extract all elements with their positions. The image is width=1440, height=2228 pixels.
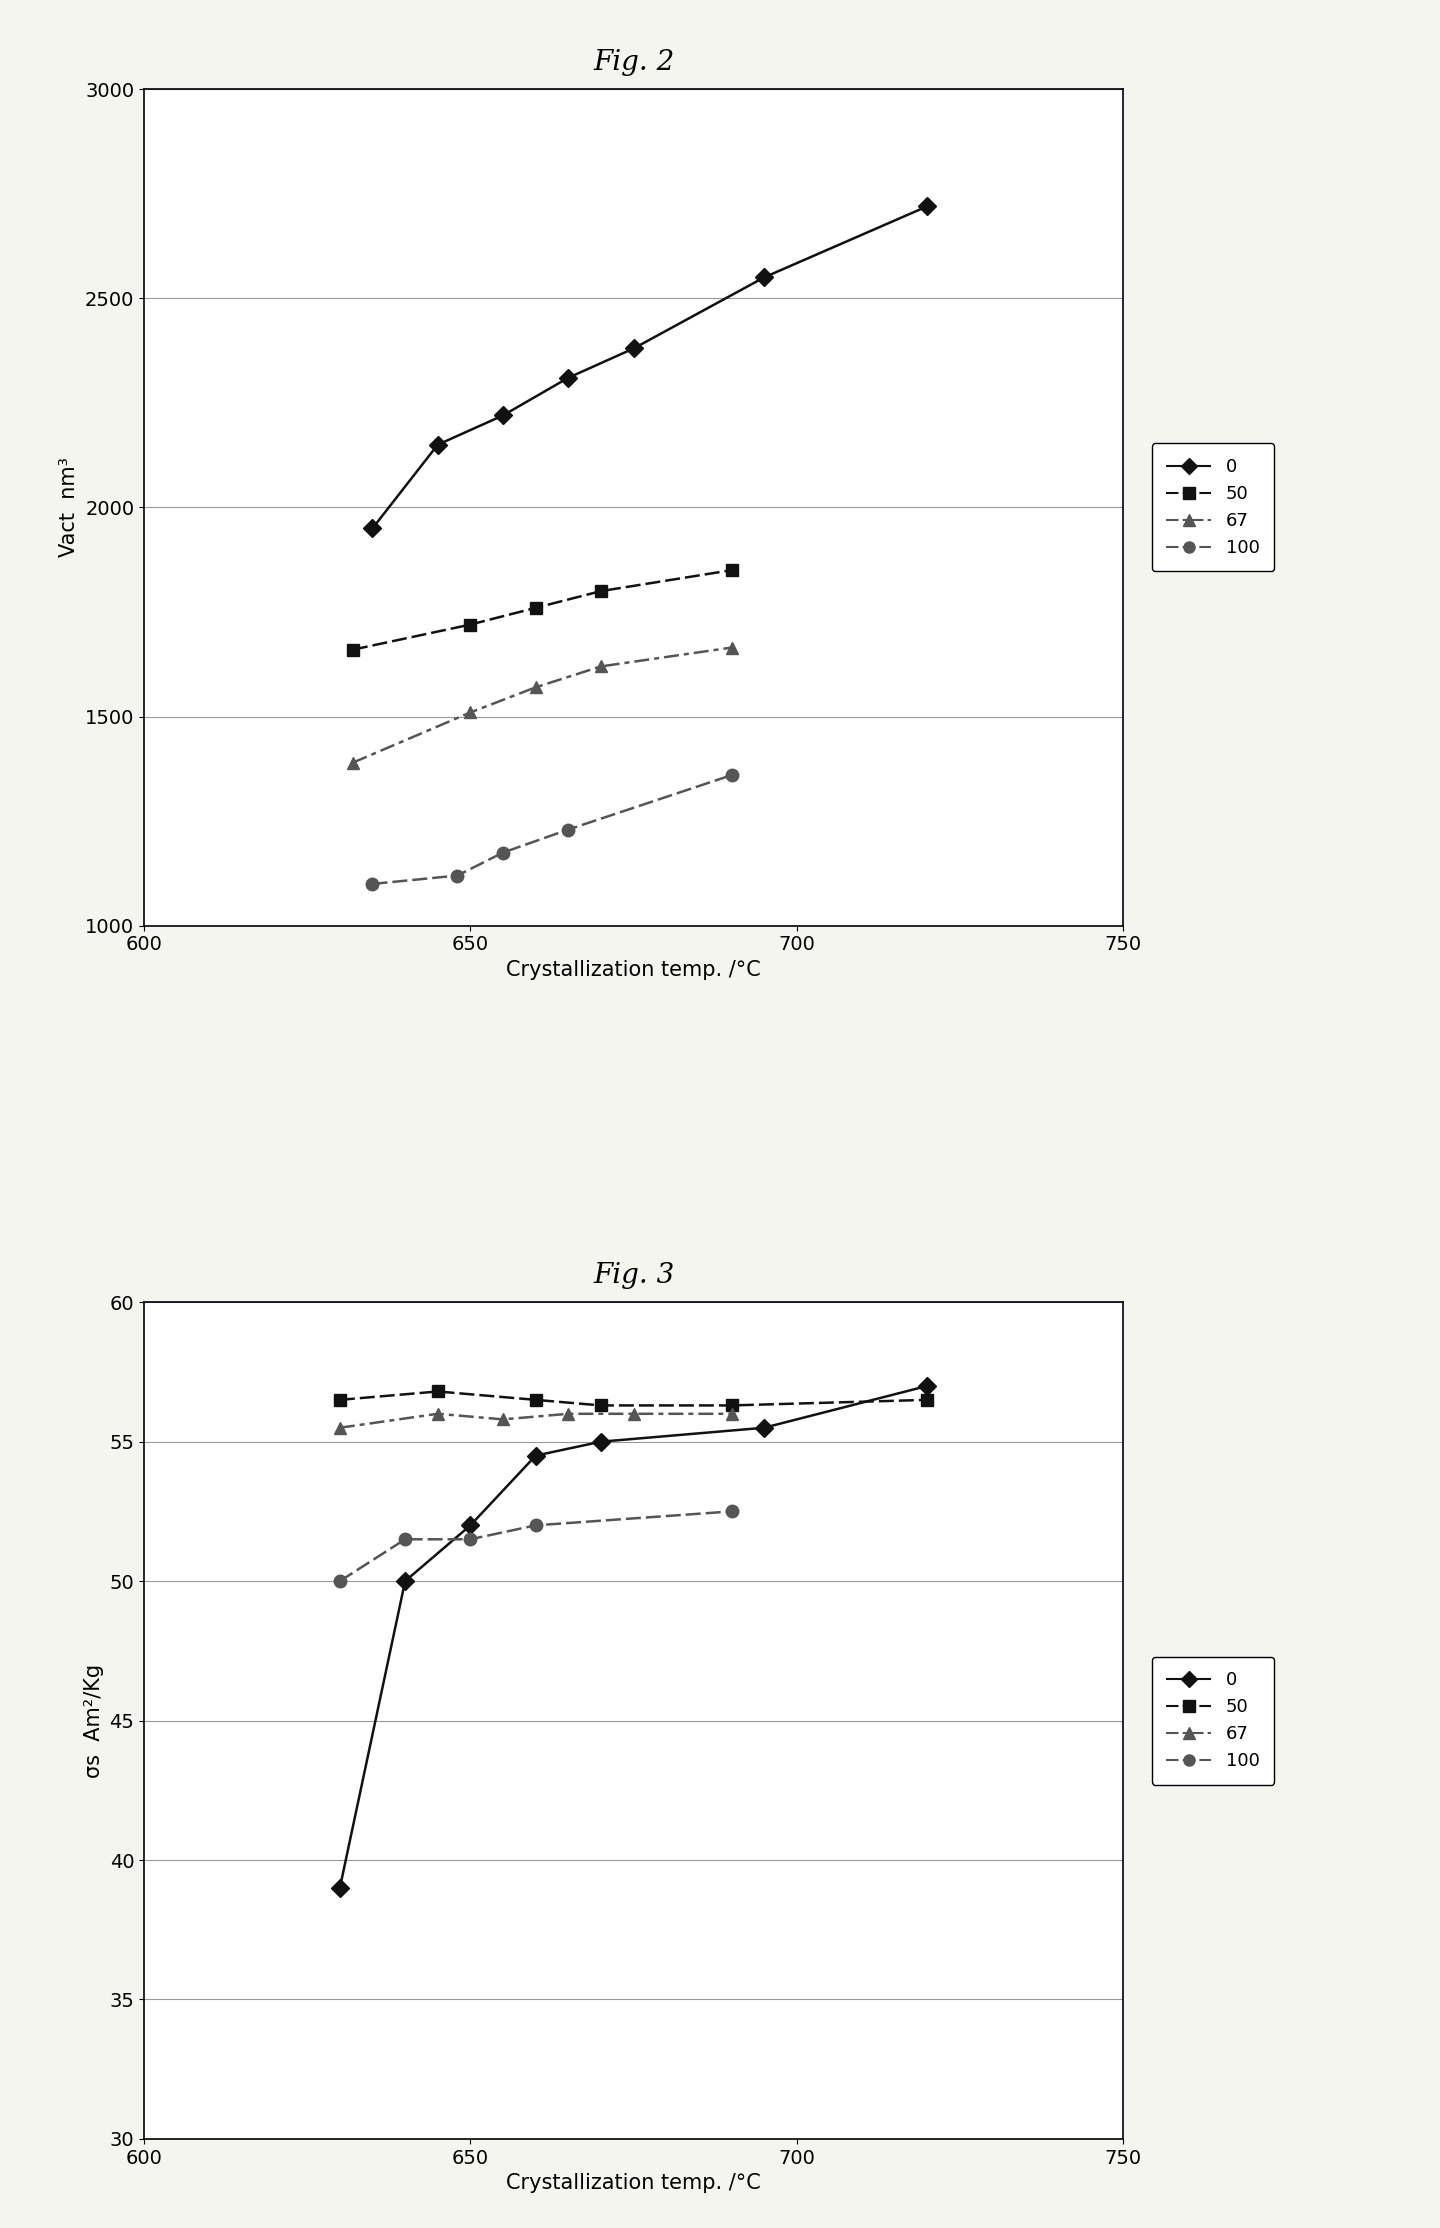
100 [396,1526,413,1553]
67 [723,1401,740,1428]
50 [344,637,361,664]
0 [494,401,511,428]
50 [723,1392,740,1419]
100 [527,1513,544,1540]
50 [527,595,544,622]
0 [756,1415,773,1442]
50 [723,557,740,584]
0 [396,1569,413,1595]
50 [592,1392,609,1419]
67 [625,1401,642,1428]
X-axis label: Crystallization temp. /°C: Crystallization temp. /°C [507,2172,760,2192]
67 [494,1406,511,1433]
100 [723,762,740,789]
Title: Fig. 2: Fig. 2 [593,49,674,76]
67 [527,673,544,700]
100 [331,1569,348,1595]
50 [331,1386,348,1413]
0 [560,365,577,392]
67 [723,635,740,662]
Line: 67: 67 [347,642,737,769]
0 [756,263,773,290]
Line: 100: 100 [366,769,737,891]
0 [331,1874,348,1900]
50 [429,1379,446,1406]
Y-axis label: σs  Am²/Kg: σs Am²/Kg [84,1664,104,1778]
100 [364,871,382,898]
Legend: 0, 50, 67, 100: 0, 50, 67, 100 [1152,443,1274,570]
0 [592,1428,609,1455]
0 [462,1513,480,1540]
Y-axis label: Vact  nm³: Vact nm³ [59,457,79,557]
67 [560,1401,577,1428]
0 [625,334,642,361]
50 [462,610,480,637]
0 [919,194,936,221]
100 [462,1526,480,1553]
0 [364,515,382,541]
50 [919,1386,936,1413]
X-axis label: Crystallization temp. /°C: Crystallization temp. /°C [507,960,760,980]
67 [592,653,609,680]
Line: 0: 0 [334,1379,933,1894]
67 [344,749,361,775]
Line: 50: 50 [334,1386,933,1413]
Line: 50: 50 [347,564,737,655]
Line: 67: 67 [334,1408,737,1435]
Legend: 0, 50, 67, 100: 0, 50, 67, 100 [1152,1658,1274,1785]
0 [429,432,446,459]
100 [723,1497,740,1524]
Line: 100: 100 [334,1506,737,1586]
100 [494,840,511,867]
0 [919,1372,936,1399]
Title: Fig. 3: Fig. 3 [593,1261,674,1288]
Line: 0: 0 [366,201,933,535]
67 [462,700,480,726]
50 [527,1386,544,1413]
0 [527,1442,544,1468]
67 [429,1401,446,1428]
100 [449,862,467,889]
67 [331,1415,348,1442]
50 [592,577,609,604]
100 [560,815,577,842]
